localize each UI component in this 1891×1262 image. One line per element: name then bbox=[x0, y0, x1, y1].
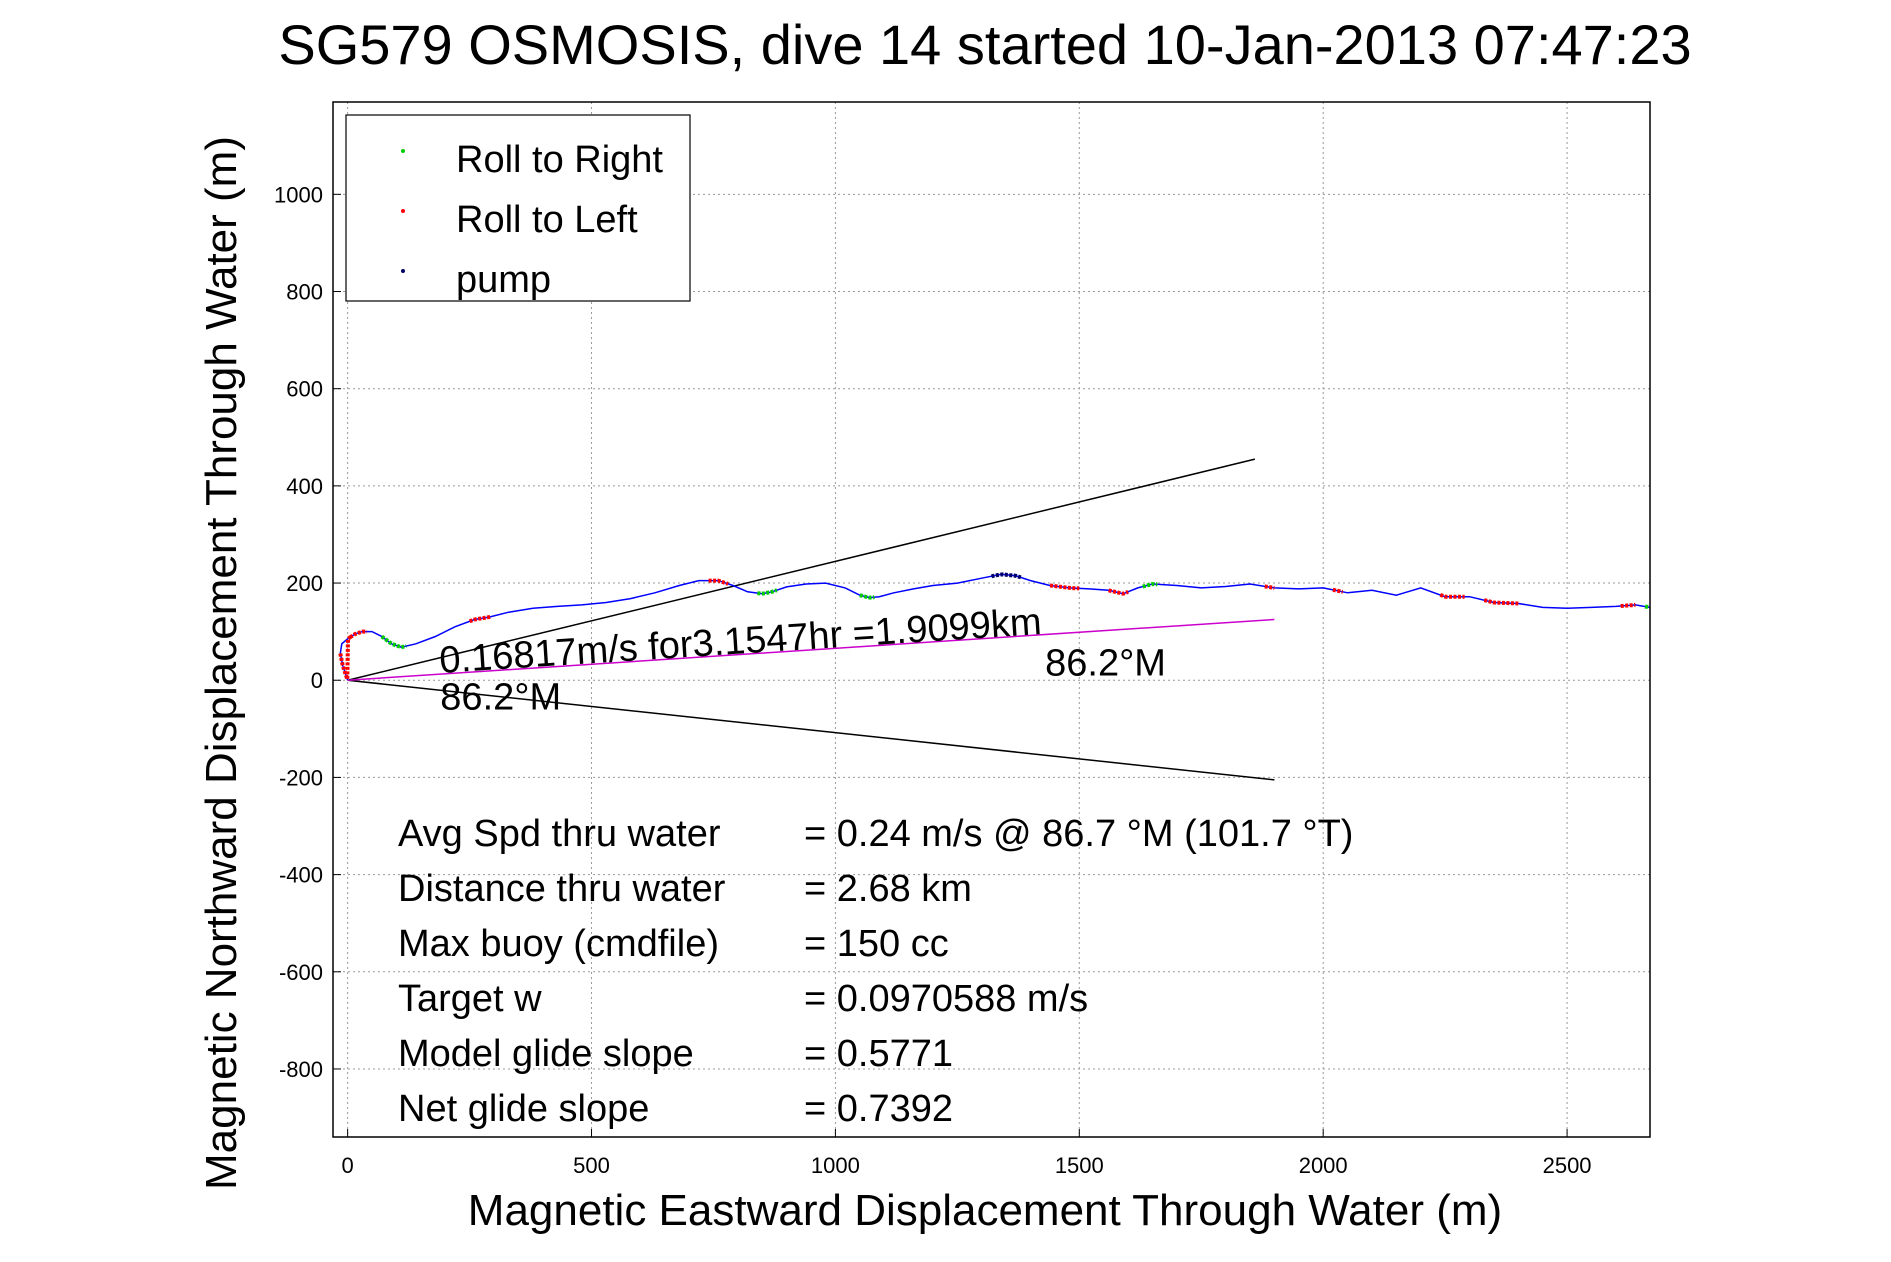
stat-value: = 0.0970588 m/s bbox=[804, 978, 1088, 1020]
stat-label: Model glide slope bbox=[398, 1033, 694, 1075]
plot-area bbox=[338, 458, 1650, 781]
y-tick-label: 800 bbox=[286, 280, 323, 305]
roll-left-marks bbox=[338, 635, 352, 680]
roll-right-marks bbox=[757, 588, 778, 596]
stat-label: Distance thru water bbox=[398, 868, 726, 910]
legend-marker bbox=[401, 209, 405, 213]
annotation-text: 86.2°M bbox=[1045, 642, 1166, 684]
heading-line bbox=[347, 679, 1275, 781]
chart-title: SG579 OSMOSIS, dive 14 started 10-Jan-20… bbox=[278, 13, 1691, 76]
legend-label: Roll to Left bbox=[456, 199, 638, 241]
x-axis-label: Magnetic Eastward Displacement Through W… bbox=[468, 1186, 1502, 1235]
stat-value: = 150 cc bbox=[804, 923, 949, 965]
y-tick-label: 600 bbox=[286, 377, 323, 402]
legend: Roll to Right Roll to Left pump bbox=[345, 114, 691, 302]
stat-value: = 0.5771 bbox=[804, 1033, 953, 1075]
stat-label: Target w bbox=[398, 978, 542, 1020]
roll-left-marks bbox=[1108, 588, 1129, 596]
heading-line bbox=[347, 618, 1275, 681]
roll-left-marks bbox=[1264, 584, 1275, 590]
y-tick-label: -800 bbox=[279, 1057, 323, 1082]
roll-left-marks bbox=[1049, 583, 1080, 591]
roll-left-marks bbox=[1620, 602, 1636, 608]
plot-content bbox=[338, 458, 1650, 781]
roll-right-marks bbox=[859, 593, 875, 600]
stat-value: = 0.24 m/s @ 86.7 °M (101.7 °T) bbox=[804, 813, 1353, 855]
legend-label: Roll to Right bbox=[456, 139, 663, 181]
pump-marks bbox=[991, 572, 1022, 580]
roll-left-marks bbox=[348, 629, 368, 639]
axes-box bbox=[332, 101, 1651, 1138]
legend-marker bbox=[401, 149, 405, 153]
heading-line bbox=[347, 458, 1256, 681]
stat-value: = 2.68 km bbox=[804, 868, 972, 910]
x-tick-label: 0 bbox=[342, 1153, 354, 1178]
stat-label: Max buoy (cmdfile) bbox=[398, 923, 719, 965]
roll-left-marks bbox=[1332, 587, 1343, 594]
y-tick-label: -400 bbox=[279, 863, 323, 888]
y-axis-label: Magnetic Northward Displacement Through … bbox=[197, 136, 246, 1190]
roll-right-marks bbox=[1142, 582, 1158, 589]
roll-right-marks bbox=[1644, 604, 1650, 610]
y-tick-label: 1000 bbox=[274, 182, 323, 207]
x-tick-label: 1000 bbox=[811, 1153, 860, 1178]
legend-marker bbox=[401, 269, 405, 273]
x-tick-label: 1500 bbox=[1055, 1153, 1104, 1178]
x-tick-label: 2500 bbox=[1543, 1153, 1592, 1178]
stat-label: Avg Spd thru water bbox=[398, 813, 721, 855]
x-tick-label: 500 bbox=[573, 1153, 610, 1178]
y-tick-label: -600 bbox=[279, 960, 323, 985]
roll-right-marks bbox=[380, 634, 407, 650]
roll-left-marks bbox=[1439, 593, 1465, 599]
stat-label: Net glide slope bbox=[398, 1088, 649, 1130]
roll-left-marks bbox=[468, 614, 493, 624]
roll-left-marks bbox=[1483, 598, 1519, 606]
track-line bbox=[339, 573, 1650, 681]
legend-label: pump bbox=[456, 259, 551, 301]
y-tick-label: 200 bbox=[286, 571, 323, 596]
roll-left-marks bbox=[708, 578, 729, 586]
y-tick-label: 400 bbox=[286, 474, 323, 499]
x-tick-label: 2000 bbox=[1299, 1153, 1348, 1178]
tick-labels: 0 500 1000 1500 2000 2500 -800 -600 -400 -200 0 200… bbox=[274, 182, 1592, 1178]
stat-value: = 0.7392 bbox=[804, 1088, 953, 1130]
y-tick-label: 0 bbox=[311, 668, 323, 693]
annotation-text: 86.2°M bbox=[440, 676, 561, 718]
stats-block: Avg Spd thru water = 0.24 m/s @ 86.7 °M (… bbox=[398, 813, 1353, 1130]
y-tick-label: -200 bbox=[279, 765, 323, 790]
